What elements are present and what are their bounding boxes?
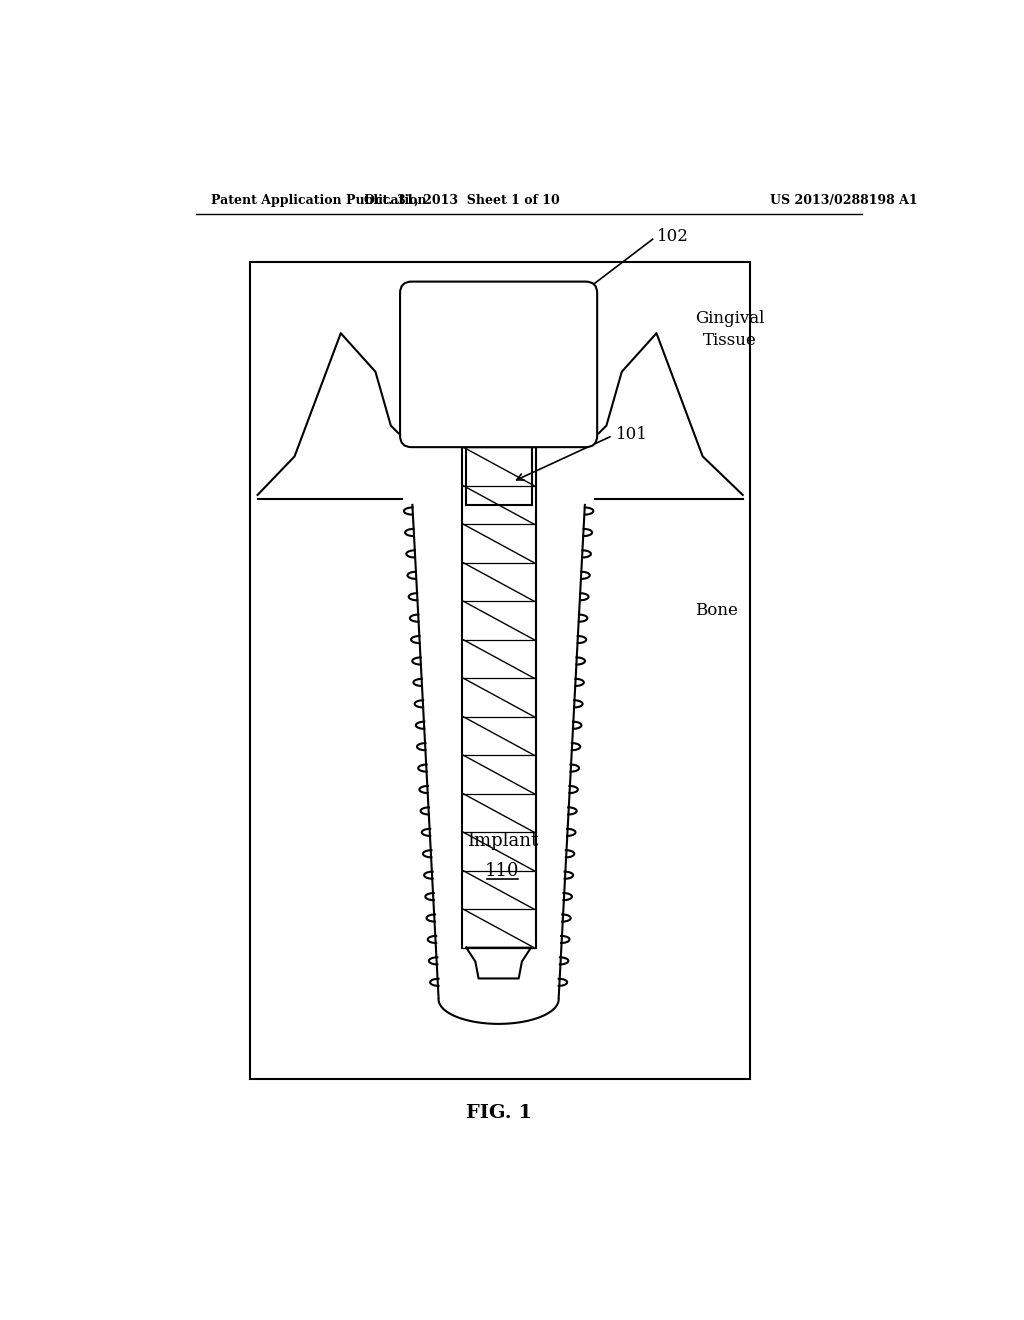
Text: Implant: Implant [467,833,538,850]
Text: FIG. 1: FIG. 1 [466,1105,531,1122]
FancyBboxPatch shape [250,263,751,1078]
Text: US 2013/0288198 A1: US 2013/0288198 A1 [770,194,918,207]
Text: Healing
Abutment: Healing Abutment [454,325,544,366]
Text: 110: 110 [485,862,520,879]
Text: 101: 101 [616,425,648,442]
Text: Oct. 31, 2013  Sheet 1 of 10: Oct. 31, 2013 Sheet 1 of 10 [364,194,559,207]
FancyBboxPatch shape [400,281,597,447]
Text: Patent Application Publication: Patent Application Publication [211,194,427,207]
Text: Gingival
Tissue: Gingival Tissue [695,310,764,348]
Text: 100: 100 [481,388,516,405]
Text: Bone: Bone [695,602,738,619]
Text: 102: 102 [656,228,688,246]
